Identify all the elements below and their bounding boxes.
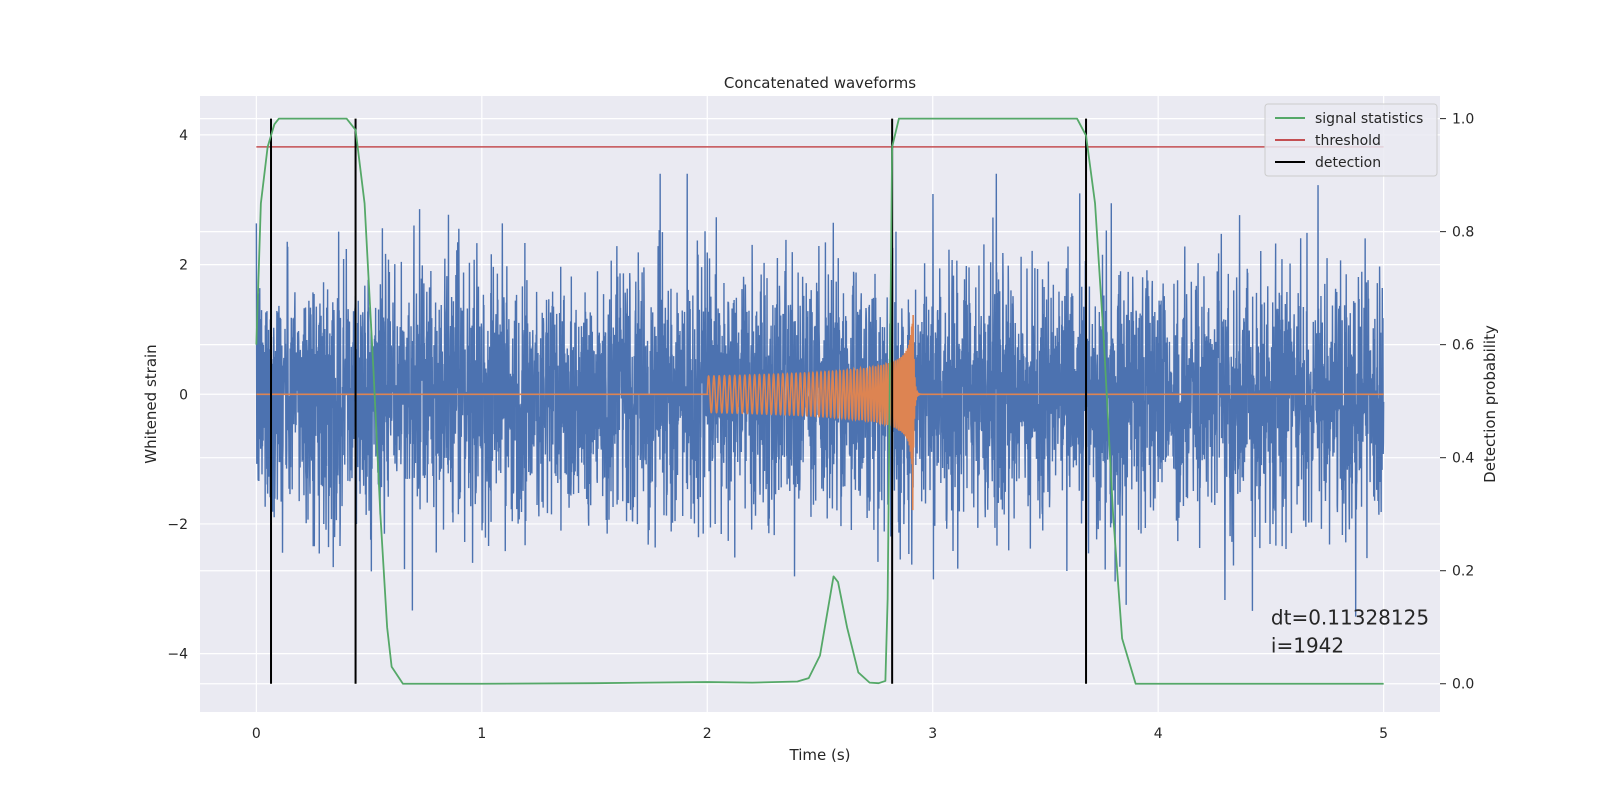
y2-tick-label: 0.4 [1452,451,1474,467]
y2-tick-label: 0.6 [1452,338,1474,354]
y-tick-label: 0 [179,387,188,403]
legend-box [1264,103,1438,177]
legend-label: signal statistics [1315,111,1423,127]
x-tick-label: 0 [252,726,261,742]
signal-statistics-line [255,117,1384,685]
y2-axis-label: Detection probability [1481,325,1499,483]
x-tick-label: 2 [703,726,712,742]
signal-series-line [256,315,1384,511]
legend: signal statistics threshold detection [1264,103,1438,177]
y2-tick-label: 0.2 [1452,564,1474,580]
y2-tick-label: 0.8 [1452,225,1474,241]
noise-series-line [255,173,1385,617]
y-tick-label: −2 [167,517,188,533]
axes-layer: 0 1 2 3 4 5 −4 −2 0 2 4 0.0 0.2 0.4 0.6 0.8 1.0 [167,112,1474,742]
y2-tick-label: 1.0 [1452,112,1474,128]
x-axis-label: Time (s) [789,746,851,764]
data-layer [255,117,1385,685]
y-tick-label: 2 [179,258,188,274]
y-axis-label: Whitened strain [142,344,160,463]
legend-label: detection [1315,155,1381,171]
annotation-line: dt=0.11328125 [1271,605,1429,629]
chart-title: Concatenated waveforms [724,74,916,92]
x-tick-label: 5 [1379,726,1388,742]
y-tick-label: −4 [167,647,188,663]
x-tick-label: 4 [1154,726,1163,742]
x-tick-label: 1 [477,726,486,742]
annotation: dt=0.11328125 i=1942 [1271,605,1429,657]
legend-label: threshold [1315,133,1381,149]
annotation-line: i=1942 [1271,633,1344,657]
x-tick-label: 3 [928,726,937,742]
y-tick-label: 4 [179,128,188,144]
y2-tick-label: 0.0 [1452,677,1474,693]
